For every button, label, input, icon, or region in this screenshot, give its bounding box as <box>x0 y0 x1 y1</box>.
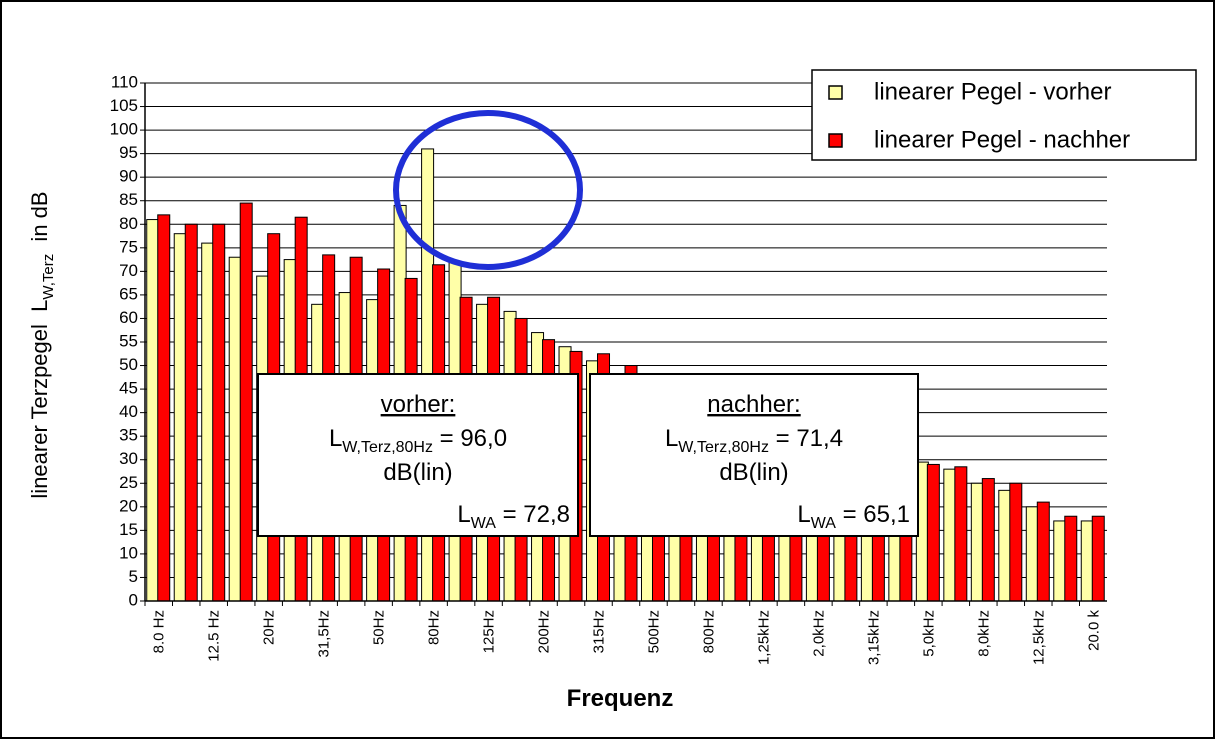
bar <box>184 223 198 602</box>
bar <box>1080 520 1094 602</box>
annotation-heading: nachher: <box>707 391 800 418</box>
bar <box>201 242 215 602</box>
x-tick-label: 8.0 Hz <box>151 610 168 653</box>
bar <box>1025 506 1039 602</box>
symbol: L <box>797 501 810 528</box>
y-tick-label: 35 <box>119 426 138 445</box>
y-tick-label: 80 <box>119 214 138 233</box>
y-tick-label: 65 <box>119 284 138 303</box>
y-axis-label: linearer Terzpegel LW,Terz in dB <box>27 191 57 498</box>
y-tick-label: 45 <box>119 379 138 398</box>
bar <box>1036 501 1050 602</box>
subscript: WA <box>471 515 497 532</box>
y-label-sub: W,Terz <box>40 254 57 300</box>
annotation-line: LW,Terz,80Hz = 96,0 <box>329 425 507 456</box>
highlight-ellipse <box>393 110 583 270</box>
bar <box>943 468 957 602</box>
x-tick-label: 315Hz <box>591 610 608 653</box>
x-tick-label: 3,15kHz <box>865 610 882 665</box>
legend-swatch <box>828 133 843 148</box>
y-tick-label: 50 <box>119 355 138 374</box>
bar <box>970 482 984 602</box>
legend: linearer Pegel - vorher linearer Pegel - … <box>811 69 1197 161</box>
bar <box>173 233 187 602</box>
symbol: L <box>457 501 470 528</box>
x-tick-label: 20Hz <box>261 610 278 645</box>
y-tick-label: 95 <box>119 143 138 162</box>
subscript: W,Terz,80Hz <box>678 439 769 456</box>
y-tick-label: 90 <box>119 167 138 186</box>
y-label-main: linearer Terzpegel L <box>27 300 52 499</box>
x-tick-label: 80Hz <box>426 610 443 645</box>
subscript: W,Terz,80Hz <box>342 439 433 456</box>
annotation-unit: dB(lin) <box>719 459 788 486</box>
annotation-box <box>257 373 579 537</box>
x-tick-label: 12,5kHz <box>1030 610 1047 665</box>
annotation-heading: vorher: <box>381 391 456 418</box>
x-tick-label: 20.0 k <box>1085 610 1102 651</box>
bar <box>998 489 1012 602</box>
y-tick-label: 15 <box>119 520 138 539</box>
y-tick-label: 70 <box>119 261 138 280</box>
bar <box>926 463 940 602</box>
y-label-end: in dB <box>27 191 52 253</box>
value: = 71,4 <box>769 425 843 452</box>
legend-label: linearer Pegel - nachher <box>874 126 1130 153</box>
y-tick-label: 25 <box>119 473 138 492</box>
subscript: WA <box>811 515 837 532</box>
annotation-box <box>589 373 919 537</box>
y-tick-label: 85 <box>119 190 138 209</box>
symbol: L <box>665 425 678 452</box>
y-tick-label: 30 <box>119 449 138 468</box>
x-axis-label: Frequenz <box>567 685 674 712</box>
annotation-line: LWA = 72,8 <box>457 501 570 532</box>
bar <box>1091 515 1105 602</box>
bar <box>157 214 171 602</box>
annotation-unit: dB(lin) <box>383 459 452 486</box>
value: = 96,0 <box>433 425 507 452</box>
bar <box>1009 482 1023 602</box>
symbol: L <box>329 425 342 452</box>
y-tick-label: 5 <box>129 567 138 586</box>
y-tick-label: 60 <box>119 308 138 327</box>
bar <box>981 478 995 602</box>
x-tick-label: 500Hz <box>645 610 662 653</box>
legend-box <box>811 69 1197 161</box>
x-tick-label: 50Hz <box>371 610 388 645</box>
bar <box>1064 515 1078 602</box>
bar <box>1053 520 1067 602</box>
bar <box>954 466 968 602</box>
y-tick-label: 40 <box>119 402 138 421</box>
y-tick-label: 105 <box>110 96 138 115</box>
x-tick-label: 800Hz <box>700 610 717 653</box>
y-tick-label: 20 <box>119 496 138 515</box>
x-tick-label: 1,25kHz <box>755 610 772 665</box>
x-tick-label: 200Hz <box>536 610 553 653</box>
annotations: vorher:LW,Terz,80Hz = 96,0dB(lin)LWA = 7… <box>257 373 919 537</box>
y-tick-label: 100 <box>110 120 138 139</box>
legend-label: linearer Pegel - vorher <box>874 78 1111 105</box>
x-tick-label: 31,5Hz <box>316 610 333 658</box>
bar <box>212 223 226 602</box>
bar <box>228 256 242 602</box>
annotation-line: LWA = 65,1 <box>797 501 910 532</box>
y-tick-label: 10 <box>119 543 138 562</box>
y-tick-label: 75 <box>119 237 138 256</box>
annotation-line: LW,Terz,80Hz = 71,4 <box>665 425 843 456</box>
y-tick-label: 0 <box>129 590 138 609</box>
legend-swatch <box>828 85 843 100</box>
bar <box>146 219 160 602</box>
x-tick-label: 5,0kHz <box>920 610 937 657</box>
x-tick-label: 12.5 Hz <box>206 610 223 662</box>
bar <box>239 202 253 602</box>
x-tick-label: 125Hz <box>481 610 498 653</box>
y-tick-label: 110 <box>111 72 138 91</box>
value: = 65,1 <box>836 501 910 528</box>
y-tick-label: 55 <box>119 331 138 350</box>
x-tick-label: 8,0kHz <box>975 610 992 657</box>
value: = 72,8 <box>496 501 570 528</box>
x-tick-label: 2,0kHz <box>810 610 827 657</box>
